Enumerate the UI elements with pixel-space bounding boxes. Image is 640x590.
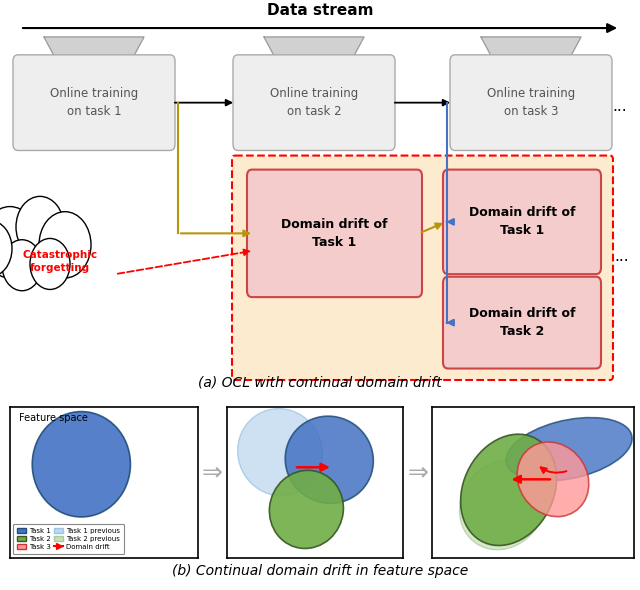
Circle shape — [16, 196, 64, 258]
Ellipse shape — [285, 416, 373, 503]
Text: Domain drift of
Task 2: Domain drift of Task 2 — [468, 307, 575, 338]
Text: Domain drift of
Task 1: Domain drift of Task 1 — [281, 218, 388, 249]
Text: Feature space: Feature space — [19, 413, 88, 423]
FancyBboxPatch shape — [13, 55, 175, 150]
Legend: Task 1, Task 2, Task 3, Task 1 previous, Task 2 previous, Domain drift: Task 1, Task 2, Task 3, Task 1 previous,… — [13, 523, 124, 554]
Ellipse shape — [517, 442, 589, 517]
Text: ...: ... — [612, 99, 627, 114]
FancyBboxPatch shape — [247, 169, 422, 297]
Circle shape — [39, 212, 91, 278]
Text: Data stream: Data stream — [267, 3, 373, 18]
Ellipse shape — [461, 434, 557, 546]
Text: (b) Continual domain drift in feature space: (b) Continual domain drift in feature sp… — [172, 563, 468, 578]
Ellipse shape — [32, 412, 131, 517]
Ellipse shape — [460, 460, 545, 550]
Text: Online training
on task 3: Online training on task 3 — [487, 87, 575, 118]
Text: Catastrophic
forgetting: Catastrophic forgetting — [22, 250, 97, 273]
Text: (a) OCL with continual domain drift: (a) OCL with continual domain drift — [198, 376, 442, 389]
Text: ⇒: ⇒ — [408, 460, 429, 484]
Text: Domain drift of
Task 1: Domain drift of Task 1 — [468, 206, 575, 237]
FancyBboxPatch shape — [232, 156, 613, 380]
Circle shape — [2, 240, 42, 291]
FancyBboxPatch shape — [443, 277, 601, 369]
Text: Online training
on task 2: Online training on task 2 — [270, 87, 358, 118]
Polygon shape — [44, 37, 144, 65]
Text: ⇒: ⇒ — [202, 460, 223, 484]
Text: Online training
on task 1: Online training on task 1 — [50, 87, 138, 118]
Circle shape — [30, 238, 70, 290]
Circle shape — [0, 206, 38, 278]
Polygon shape — [481, 37, 581, 65]
FancyBboxPatch shape — [450, 55, 612, 150]
Polygon shape — [264, 37, 364, 65]
Text: ...: ... — [614, 250, 629, 264]
Ellipse shape — [237, 409, 323, 496]
Circle shape — [0, 221, 12, 277]
Ellipse shape — [269, 470, 344, 549]
FancyBboxPatch shape — [233, 55, 395, 150]
FancyBboxPatch shape — [443, 169, 601, 274]
Ellipse shape — [506, 418, 632, 481]
